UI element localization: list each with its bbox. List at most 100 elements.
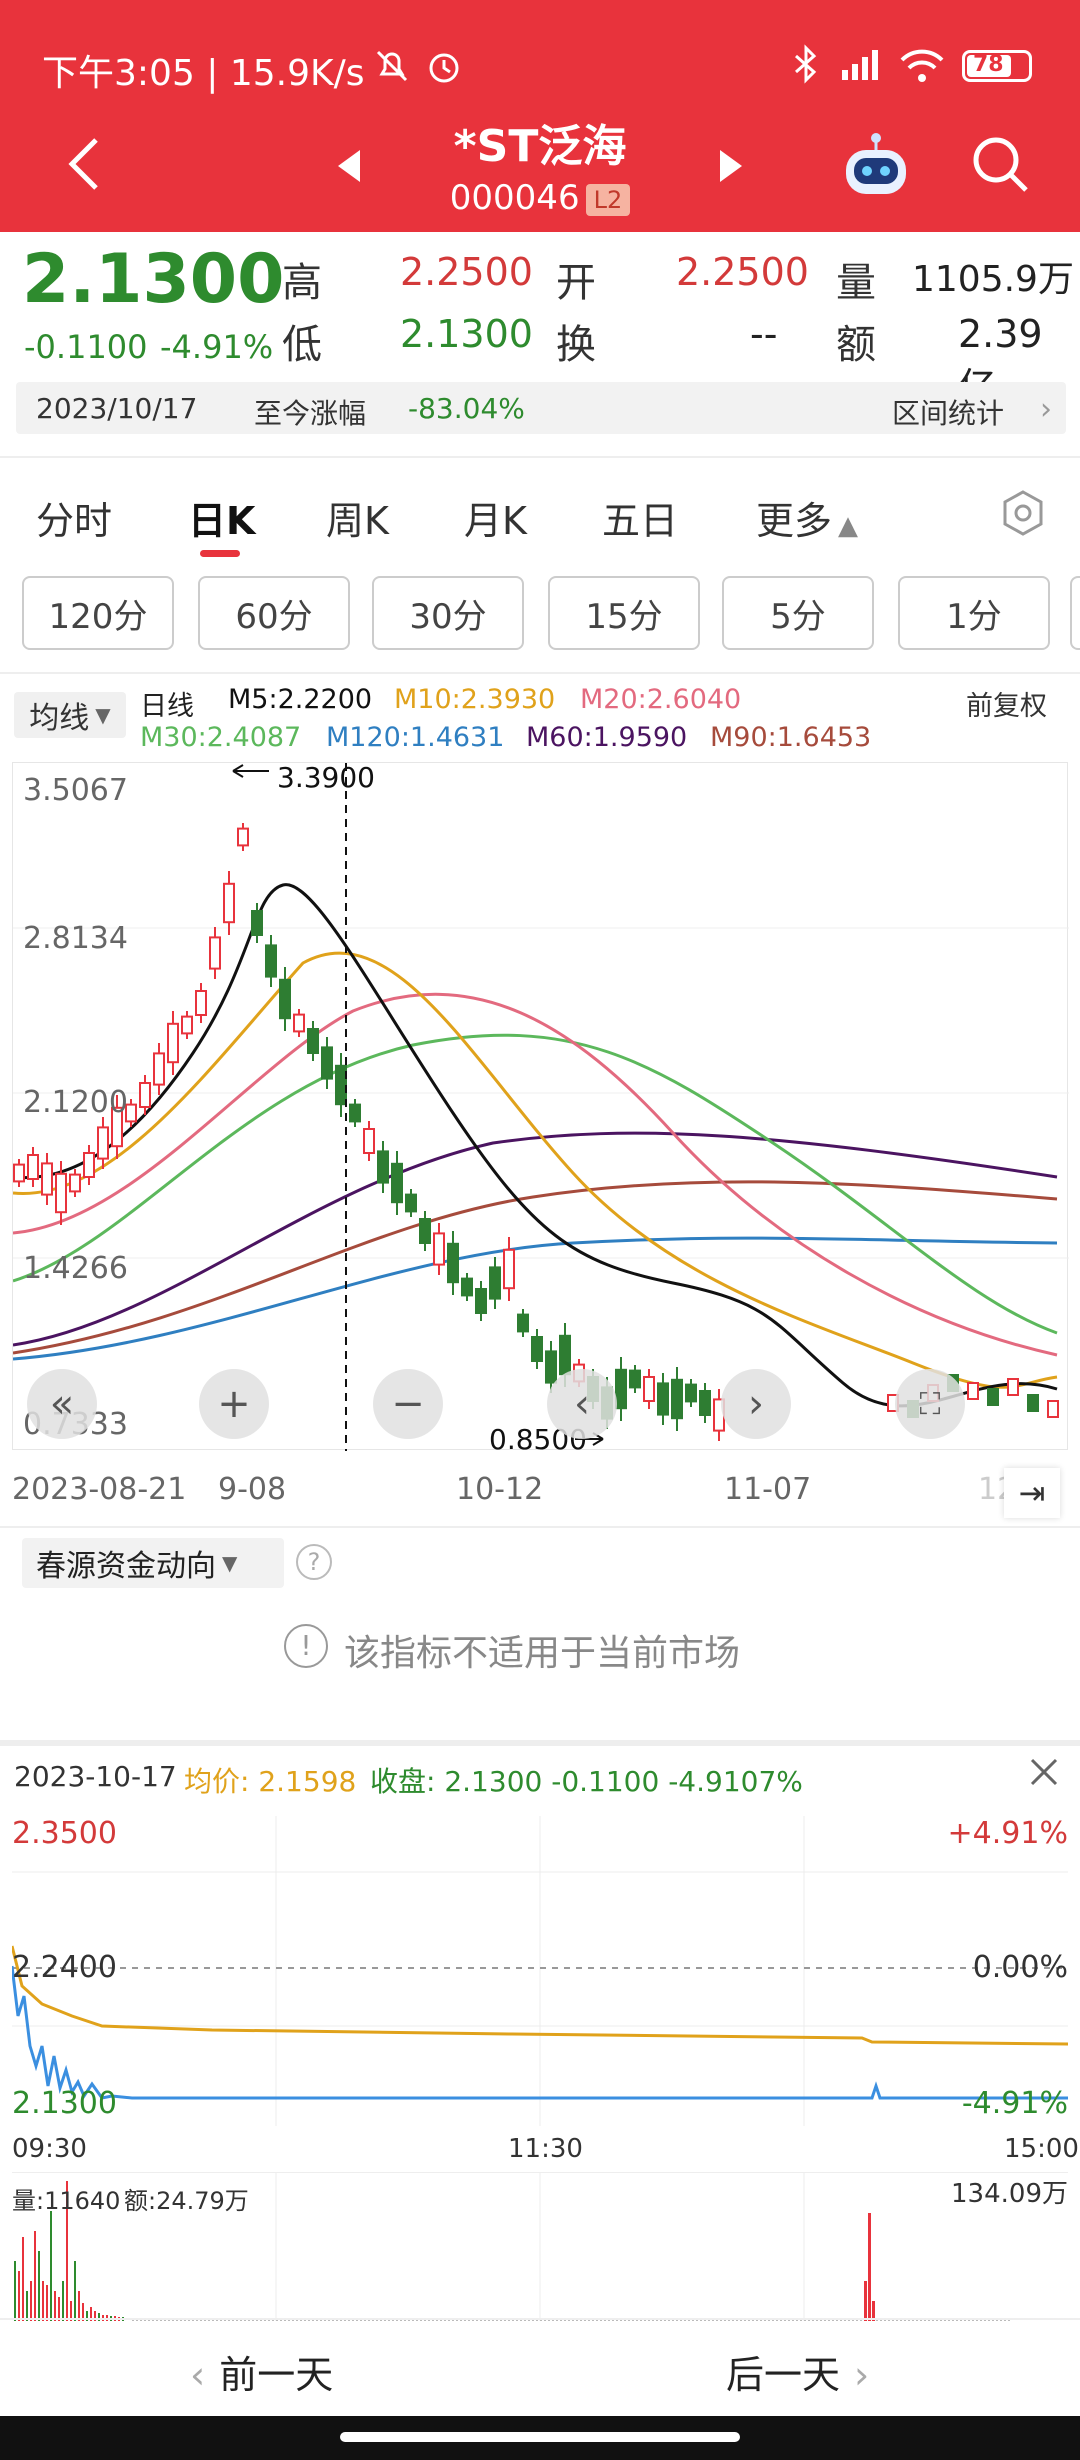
minute-pill-60[interactable]: 60分 (198, 576, 350, 650)
chevron-right-icon: › (1040, 392, 1052, 427)
prev-stock-button[interactable] (334, 148, 364, 184)
minute-pill-5[interactable]: 5分 (722, 576, 874, 650)
ma-selector[interactable]: 均线 ▼ (14, 692, 126, 738)
close-icon[interactable] (1024, 1752, 1064, 1792)
range-label: 至今涨幅 (254, 397, 367, 430)
battery-icon: 78 (962, 50, 1032, 82)
zoom-out-button[interactable]: − (373, 1369, 443, 1439)
tab-weekly-k[interactable]: 周K (326, 499, 389, 543)
adjust-mode[interactable]: 前复权 (966, 691, 1047, 722)
avg-price: 均价: 2.1598 (184, 1760, 356, 1800)
volume-max: 134.09万 (951, 2179, 1068, 2209)
ma120-line (12, 1236, 1058, 1361)
avg-value: 2.1598 (258, 1765, 357, 1798)
next-stock-button[interactable] (716, 148, 746, 184)
tab-five-day[interactable]: 五日 (602, 499, 679, 543)
divider (0, 2318, 1080, 2320)
zoom-in-button[interactable]: + (199, 1369, 269, 1439)
open-value: 2.2500 (676, 250, 809, 294)
scroll-left-button[interactable]: ‹ (547, 1369, 617, 1439)
prev-day-button[interactable]: ‹ 前一天 (190, 2344, 333, 2399)
price-change: -0.1100 (24, 328, 148, 366)
alarm-icon (424, 46, 464, 86)
jump-to-latest-button[interactable]: ⇥ (1004, 1468, 1060, 1518)
intraday-y-high: 2.3500 (12, 1816, 117, 1851)
amount-text: 额:24.79万 (124, 2187, 249, 2215)
intraday-svg (10, 1816, 1069, 2126)
ma-selector-label: 均线 (29, 701, 90, 736)
current-price: 2.1300 (22, 240, 285, 319)
low-label: 低 (282, 322, 322, 368)
close-price: 收盘: 2.1300 -0.1100 -4.9107% (370, 1760, 803, 1800)
rewind-button[interactable]: « (27, 1369, 97, 1439)
y-tick: 2.1200 (23, 1085, 128, 1120)
l2-badge: L2 (585, 183, 631, 216)
next-day-button[interactable]: 后一天 › (726, 2344, 869, 2399)
amount-label: 额 (836, 322, 876, 368)
caret-up-icon: ▲ (838, 511, 859, 541)
intraday-pct-high: +4.91% (947, 1816, 1068, 1851)
intraday-date: 2023-10-17 (14, 1760, 177, 1793)
stock-code: 000046 (449, 178, 580, 218)
tab-daily-k[interactable]: 日K (188, 499, 256, 543)
plus-icon: + (217, 1381, 251, 1427)
active-tab-indicator (200, 550, 240, 557)
chevron-left-icon: ‹ (574, 1381, 590, 1427)
open-label: 开 (556, 260, 596, 306)
minute-pill-120[interactable]: 120分 (22, 576, 174, 650)
double-chevron-left-icon: « (49, 1381, 75, 1427)
arrow-right-bar-icon: ⇥ (1018, 1474, 1046, 1512)
ma-m120: M120:1.4631 (326, 722, 505, 753)
stock-name: *ST泛海 (453, 121, 627, 172)
max-price-label: 3.3900 (277, 761, 375, 794)
avg-price-line (10, 1945, 1069, 2046)
settings-hex-icon[interactable] (998, 488, 1048, 538)
app-header: 下午3:05 | 15.9K/s 78 *ST泛海 000046 L2 (0, 0, 1080, 232)
home-indicator[interactable] (340, 2432, 740, 2442)
scroll-right-button[interactable]: › (721, 1369, 791, 1439)
range-stats-button[interactable]: 区间统计 (892, 397, 1005, 430)
volume-label: 量 (836, 260, 876, 306)
next-day-label: 后一天 (726, 2353, 841, 2397)
tab-intraday[interactable]: 分时 (36, 499, 113, 543)
tab-more[interactable]: 更多 ▲ (756, 490, 858, 545)
robot-assistant-icon[interactable] (838, 128, 914, 204)
x-tick: 9-08 (218, 1472, 287, 1507)
ma-m60: M60:1.9590 (526, 722, 688, 753)
minute-pill-1[interactable]: 1分 (898, 576, 1050, 650)
fullscreen-button[interactable]: ⛶ (895, 1369, 965, 1439)
intraday-chart[interactable]: 2.3500 2.2400 2.1300 +4.91% 0.00% -4.91% (10, 1816, 1069, 2126)
ma-m5: M5:2.2200 (228, 684, 373, 715)
divider (0, 672, 1080, 674)
minute-pill-more[interactable] (1070, 576, 1080, 650)
price-change-pct: -4.91% (160, 328, 274, 366)
search-icon[interactable] (968, 132, 1032, 196)
intraday-volume-chart: 量:11640 额:24.79万 134.09万 (12, 2172, 1068, 2321)
fullscreen-icon: ⛶ (919, 1386, 941, 1422)
caret-down-icon: ▼ (222, 1551, 238, 1575)
high-value: 2.2500 (400, 250, 533, 294)
intraday-pct-low: -4.91% (961, 2086, 1068, 2121)
info-icon: ! (284, 1624, 328, 1668)
kline-chart[interactable]: 3.5067 2.8134 2.1200 1.4266 0.7333 3.390… (12, 761, 1069, 1456)
minute-pill-15[interactable]: 15分 (548, 576, 700, 650)
turnover-value: -- (750, 312, 778, 356)
divider (0, 456, 1080, 458)
close-value: 2.1300 -0.1100 -4.9107% (444, 1765, 803, 1798)
status-time: 下午3:05 | 15.9K/s (42, 53, 365, 94)
stock-code-line: 000046 L2 (420, 178, 660, 218)
back-button[interactable] (60, 134, 110, 194)
range-bar[interactable]: 2023/10/17 至今涨幅 -83.04% 区间统计 › (16, 382, 1066, 434)
minute-pill-30[interactable]: 30分 (372, 576, 524, 650)
volume-value: 1105.9万 (912, 259, 1074, 300)
kline-svg (12, 763, 1069, 1451)
system-nav-bar (0, 2416, 1080, 2460)
ma90-line (12, 1180, 1058, 1355)
chevron-right-icon: › (854, 2353, 870, 2397)
ma-m30: M30:2.4087 (140, 722, 302, 753)
help-icon[interactable]: ? (296, 1544, 332, 1580)
ma60-line (12, 1131, 1058, 1347)
indicator-message: 该指标不适用于当前市场 (344, 1633, 741, 1674)
indicator-selector[interactable]: 春源资金动向 ▼ (22, 1538, 284, 1588)
tab-monthly-k[interactable]: 月K (464, 499, 527, 543)
